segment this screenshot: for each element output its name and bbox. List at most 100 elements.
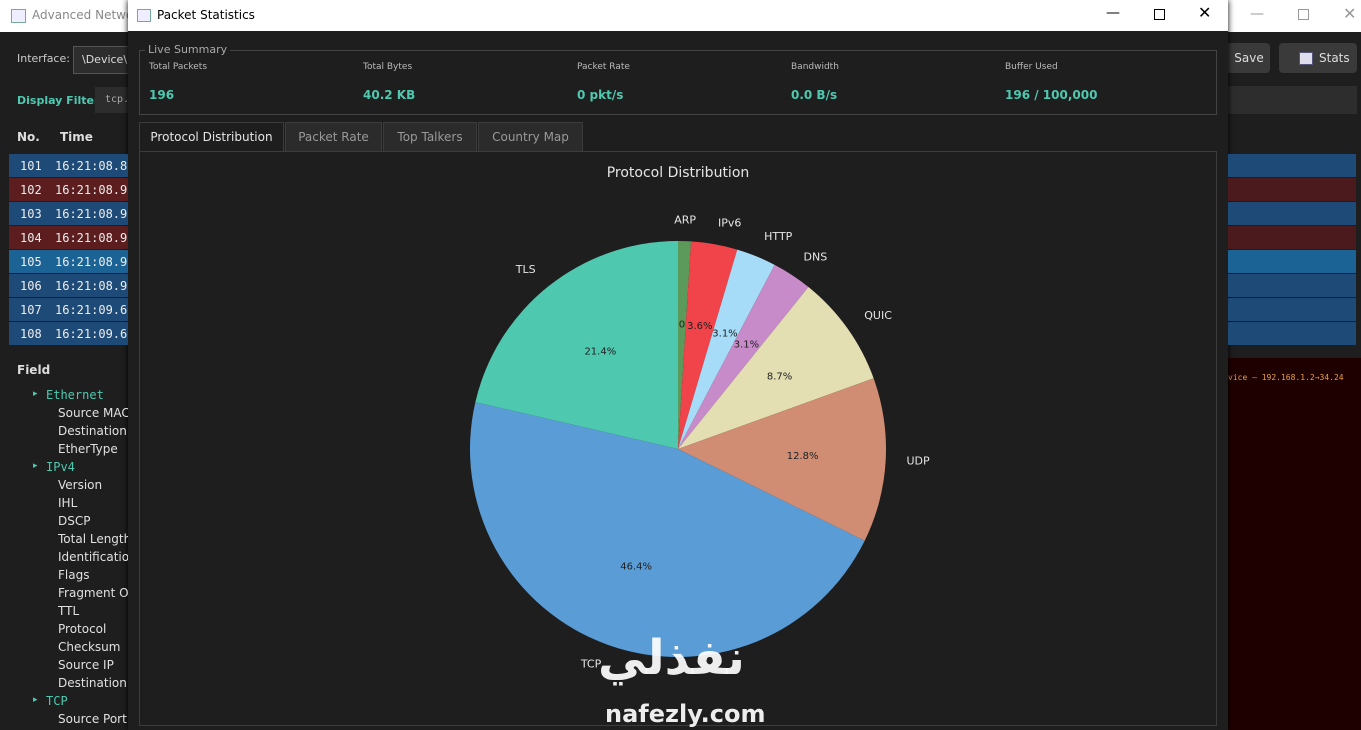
pie-slice bbox=[475, 241, 678, 449]
dialog-title: Packet Statistics bbox=[157, 8, 255, 22]
tree-arrow[interactable]: ▸ bbox=[33, 695, 38, 705]
packet-time: 16:21:08.98 bbox=[55, 279, 128, 293]
dialog-titlebar bbox=[128, 0, 1228, 31]
packet-row-tail bbox=[1228, 154, 1356, 177]
slice-percent: 21.4% bbox=[584, 346, 616, 357]
slice-label: HTTP bbox=[764, 230, 793, 243]
tab[interactable]: Top Talkers bbox=[383, 122, 477, 151]
packet-time: 16:21:08.92 bbox=[55, 207, 128, 221]
packet-no: 103 bbox=[20, 207, 42, 221]
chart-panel bbox=[139, 151, 1217, 726]
summary-value: 40.2 KB bbox=[363, 88, 416, 102]
packet-row[interactable] bbox=[9, 226, 128, 249]
slice-percent: 1.0% bbox=[669, 319, 694, 330]
packet-no: 102 bbox=[20, 183, 42, 197]
packet-no: 107 bbox=[20, 303, 42, 317]
packet-row[interactable] bbox=[9, 298, 128, 321]
packet-row[interactable] bbox=[9, 274, 128, 297]
slice-percent: 12.8% bbox=[787, 451, 819, 462]
slice-percent: 8.7% bbox=[767, 372, 792, 383]
tree-field[interactable]: Source Port bbox=[58, 712, 127, 726]
tree-group[interactable]: Ethernet bbox=[46, 388, 104, 402]
packet-time: 16:21:08.92 bbox=[55, 183, 128, 197]
main-title: Advanced Network bbox=[32, 8, 128, 22]
packet-row[interactable] bbox=[9, 322, 128, 345]
pie-slice bbox=[678, 249, 775, 449]
packet-no: 106 bbox=[20, 279, 42, 293]
close[interactable]: ✕ bbox=[1198, 3, 1212, 22]
tab[interactable]: Protocol Distribution bbox=[139, 122, 284, 151]
column-header: No. bbox=[17, 130, 40, 144]
slice-label: TLS bbox=[515, 263, 536, 276]
packet-no: 104 bbox=[20, 231, 42, 245]
log-panel bbox=[1228, 358, 1361, 730]
summary-label: Packet Rate bbox=[577, 62, 630, 72]
tree-field[interactable]: Flags bbox=[58, 568, 90, 582]
tree-field[interactable]: Destination MAC bbox=[58, 424, 128, 438]
tree-arrow[interactable]: ▸ bbox=[33, 389, 38, 399]
slice-percent: 46.4% bbox=[620, 562, 652, 573]
summary-value: 0 pkt/s bbox=[577, 88, 624, 102]
stats-icon bbox=[1299, 52, 1313, 65]
stats-button[interactable]: Stats bbox=[1279, 43, 1357, 73]
packet-row[interactable] bbox=[9, 250, 128, 273]
packet-row[interactable] bbox=[9, 202, 128, 225]
tree-group[interactable]: IPv4 bbox=[46, 460, 75, 474]
summary-title: Live Summary bbox=[145, 43, 231, 56]
summary-label: Bandwidth bbox=[791, 62, 839, 72]
packet-time: 16:21:08.98 bbox=[55, 255, 128, 269]
packet-row-tail bbox=[1228, 274, 1356, 297]
tab[interactable]: Country Map bbox=[478, 122, 583, 151]
slice-percent: 3.1% bbox=[734, 340, 759, 351]
minimize[interactable]: — bbox=[1106, 5, 1120, 21]
close[interactable]: ✕ bbox=[1343, 4, 1357, 23]
tree-field[interactable]: DSCP bbox=[58, 514, 91, 528]
packet-no: 105 bbox=[20, 255, 42, 269]
maximize[interactable] bbox=[1298, 9, 1309, 20]
slice-percent: 3.6% bbox=[687, 321, 712, 332]
tree-field[interactable]: Identification bbox=[58, 550, 128, 564]
summary-group bbox=[139, 50, 1217, 115]
tree-arrow[interactable]: ▸ bbox=[33, 461, 38, 471]
tree-field[interactable]: Destination IP bbox=[58, 676, 128, 690]
slice-label: TCP bbox=[580, 658, 602, 671]
packet-row[interactable] bbox=[9, 178, 128, 201]
packet-time: 16:21:08.89 bbox=[55, 159, 128, 173]
packet-no: 101 bbox=[20, 159, 42, 173]
packet-time: 16:21:08.98 bbox=[55, 231, 128, 245]
tree-field[interactable]: Protocol bbox=[58, 622, 107, 636]
packet-row-tail bbox=[1228, 298, 1356, 321]
slice-label: ARP bbox=[674, 213, 696, 226]
slice-label: IPv6 bbox=[718, 217, 741, 230]
pie-slice bbox=[469, 402, 865, 658]
tree-field[interactable]: TTL bbox=[58, 604, 80, 618]
slice-label: DNS bbox=[804, 251, 828, 264]
tree-field[interactable]: Source MAC bbox=[58, 406, 128, 420]
pie-slice bbox=[678, 378, 887, 541]
filter-label: Display Filter: bbox=[17, 94, 104, 107]
tree-field[interactable]: EtherType bbox=[58, 442, 118, 456]
app-icon bbox=[11, 9, 26, 23]
tree-field[interactable]: Fragment Offset bbox=[58, 586, 128, 600]
pie-slice bbox=[678, 241, 692, 449]
tree-group[interactable]: TCP bbox=[46, 694, 68, 708]
packet-row[interactable] bbox=[9, 154, 128, 177]
save-button[interactable]: Save bbox=[1228, 43, 1270, 73]
minimize[interactable]: — bbox=[1250, 6, 1264, 22]
packet-row-tail bbox=[1228, 250, 1356, 273]
tree-field[interactable]: Version bbox=[58, 478, 103, 492]
tree-field[interactable]: Checksum bbox=[58, 640, 121, 654]
summary-value: 196 bbox=[149, 88, 175, 102]
slice-percent: 3.1% bbox=[712, 328, 737, 339]
tree-field[interactable]: Total Length bbox=[58, 532, 128, 546]
tree-field[interactable]: IHL bbox=[58, 496, 78, 510]
summary-label: Buffer Used bbox=[1005, 62, 1058, 72]
summary-label: Total Bytes bbox=[363, 62, 413, 72]
column-header: Time bbox=[60, 130, 93, 144]
maximize[interactable] bbox=[1154, 9, 1165, 20]
tab[interactable]: Packet Rate bbox=[285, 122, 382, 151]
dialog-icon bbox=[137, 9, 151, 22]
details-header: Field bbox=[17, 363, 51, 377]
tree-field[interactable]: Source IP bbox=[58, 658, 114, 672]
